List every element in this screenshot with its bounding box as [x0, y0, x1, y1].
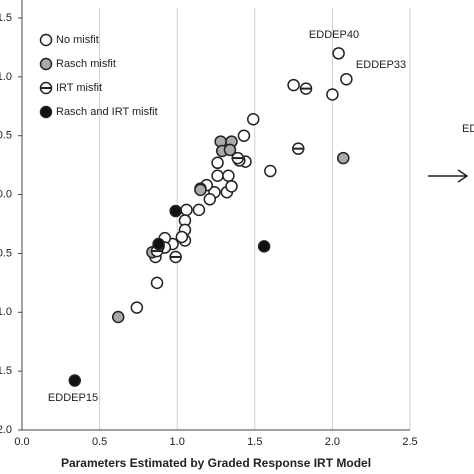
- point: [203, 193, 217, 206]
- annotation: EDDEP15: [48, 392, 98, 404]
- point: [326, 88, 339, 101]
- point: [130, 301, 144, 314]
- point: [225, 180, 238, 193]
- point: [211, 156, 224, 170]
- point: [223, 143, 237, 157]
- y-tick-label: -0.5: [0, 247, 12, 259]
- annotation: EDDEP33: [356, 59, 406, 71]
- point: [39, 105, 53, 119]
- point: [39, 57, 53, 71]
- y-tick-label: 1.0: [0, 71, 12, 83]
- point: [192, 203, 206, 217]
- x-tick-label: 2.0: [325, 436, 340, 448]
- point: [194, 183, 207, 197]
- y-tick-label: -1.0: [0, 306, 12, 318]
- y-tick-label: -2.0: [0, 424, 12, 436]
- x-tick-label: 1.5: [247, 436, 262, 448]
- y-tick-label: 0.5: [0, 130, 12, 142]
- point: [237, 129, 251, 142]
- point: [332, 47, 345, 60]
- legend-label: No misfit: [56, 34, 99, 46]
- y-tick-label: 0.0: [0, 188, 12, 200]
- x-tick-label: 2.5: [402, 436, 417, 448]
- point: [287, 78, 300, 92]
- point: [337, 151, 350, 165]
- point: [39, 33, 53, 47]
- point: [211, 169, 224, 182]
- legend-label: IRT misfit: [56, 82, 102, 94]
- y-tick-label: 1.5: [0, 12, 12, 24]
- legend-label: Rasch misfit: [56, 58, 116, 70]
- y-tick-label: -1.5: [0, 365, 12, 377]
- point: [340, 72, 353, 86]
- x-tick-label: 1.0: [170, 436, 185, 448]
- x-tick-label: 0.0: [14, 436, 29, 448]
- point: [175, 230, 189, 244]
- point: [111, 310, 125, 324]
- legend-label: Rasch and IRT misfit: [56, 106, 158, 118]
- point: [180, 203, 193, 217]
- arrow: [428, 169, 469, 183]
- annotation: ED: [462, 123, 474, 135]
- x-axis-title: Parameters Estimated by Graded Response …: [61, 456, 371, 470]
- point: [257, 240, 271, 253]
- annotation: EDDEP40: [309, 29, 359, 41]
- point: [169, 204, 182, 218]
- point: [68, 374, 82, 387]
- x-tick-label: 0.5: [92, 436, 107, 448]
- point: [150, 276, 164, 290]
- point: [152, 237, 165, 251]
- point: [264, 164, 277, 178]
- point: [222, 169, 235, 182]
- point: [246, 112, 260, 126]
